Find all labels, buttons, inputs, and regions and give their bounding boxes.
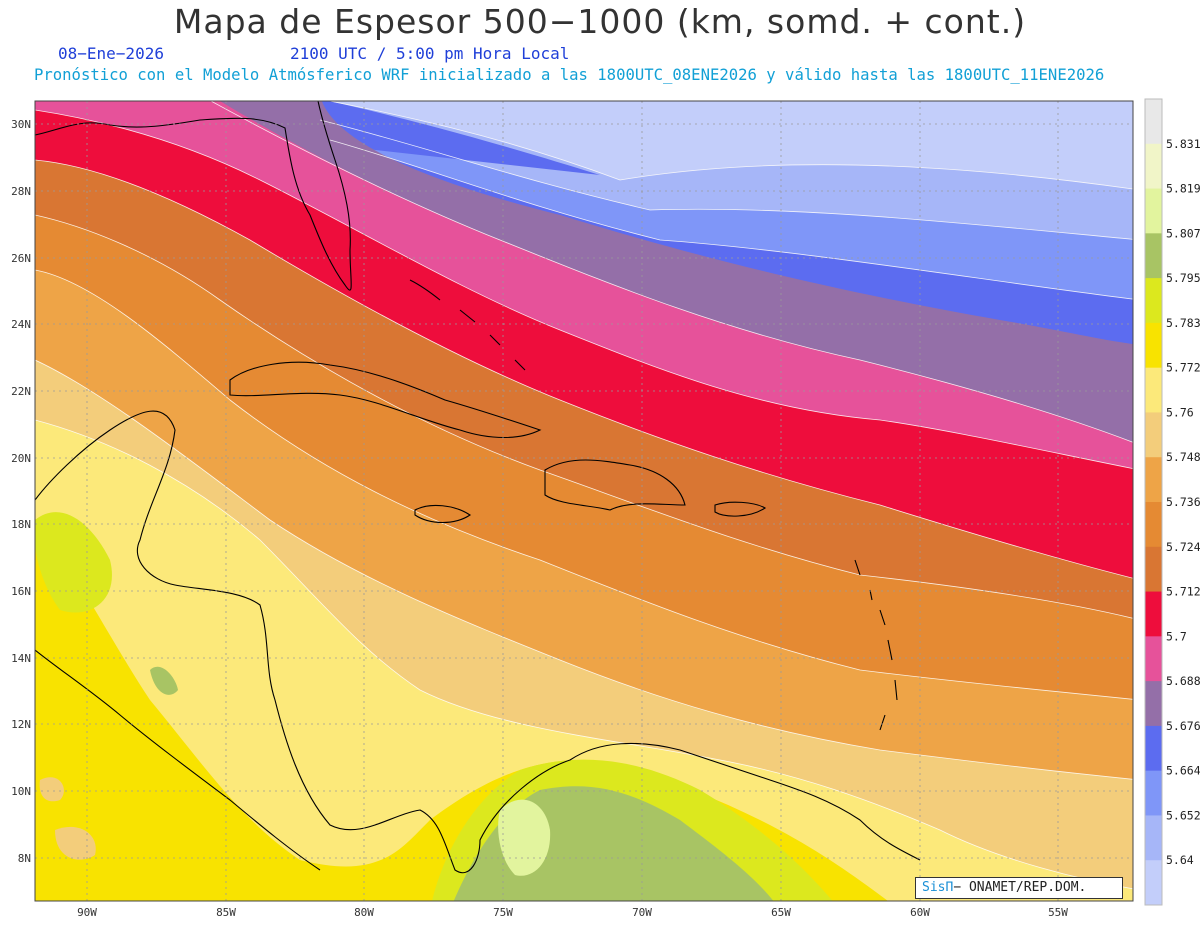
- band-5783-west: [35, 512, 112, 613]
- forecast-time: 2100 UTC / 5:00 pm Hora Local: [290, 44, 570, 63]
- chart-title: Mapa de Espesor 500−1000 (km, somd. + co…: [173, 2, 1027, 41]
- colorbar-label: 5.736: [1166, 495, 1200, 509]
- blob-5748: [39, 777, 64, 802]
- band-5712: [35, 160, 1133, 619]
- colorbar-label: 5.807: [1166, 226, 1200, 240]
- colorbar-swatch: [1145, 367, 1162, 413]
- lat-tick-16n: 16N: [11, 585, 31, 598]
- colorbar-label: 5.7: [1166, 629, 1187, 643]
- colorbar-swatch: [1145, 725, 1162, 772]
- band-top-blue: [268, 101, 600, 175]
- band-5807: [498, 799, 551, 876]
- lat-tick-12n: 12N: [11, 718, 31, 731]
- band-5640: [329, 101, 1133, 190]
- credit-brand: SisΠ: [922, 880, 954, 895]
- lat-tick-labels: 30N 28N 26N 24N 22N 20N 18N 16N 14N 12N …: [11, 118, 31, 865]
- lat-tick-28n: 28N: [11, 185, 31, 198]
- colorbar-swatch: [1145, 815, 1162, 861]
- graticule: [35, 101, 1133, 901]
- colorbar-swatch: [1145, 502, 1162, 548]
- colorbar-label: 5.76: [1166, 405, 1194, 419]
- plot-frame: [34, 100, 1134, 902]
- lat-tick-18n: 18N: [11, 518, 31, 531]
- colorbar-swatch: [1145, 636, 1162, 682]
- lon-tick-85w: 85W: [216, 906, 236, 919]
- colorbar-swatch: [1145, 188, 1162, 234]
- colorbar-swatch: [1145, 412, 1162, 458]
- colorbar-label: 5.819: [1166, 182, 1200, 196]
- lon-tick-55w: 55W: [1048, 906, 1068, 919]
- colorbar-label: 5.676: [1166, 719, 1200, 733]
- lat-tick-26n: 26N: [11, 252, 31, 265]
- colorbar-frame: [1144, 98, 1163, 906]
- credit-box: SisΠ− ONAMET/REP.DOM.: [915, 877, 1123, 899]
- band-5688: [35, 101, 1133, 469]
- colorbar-label: 5.795: [1166, 271, 1200, 285]
- colorbar-label: 5.772: [1166, 361, 1200, 375]
- colorbar-swatch: [1145, 322, 1162, 369]
- colorbar-swatch: [1145, 591, 1162, 637]
- coastlines: [35, 101, 921, 873]
- colorbar-swatch: [1145, 770, 1162, 816]
- lon-tick-90w: 90W: [77, 906, 97, 919]
- colorbar-label: 5.652: [1166, 808, 1200, 822]
- lat-tick-22n: 22N: [11, 385, 31, 398]
- colorbar-label: 5.724: [1166, 540, 1200, 554]
- shaded-field: [35, 101, 1133, 901]
- lat-tick-14n: 14N: [11, 652, 31, 665]
- colorbar-swatch: [1145, 278, 1162, 324]
- forecast-date: 08−Ene−2026: [58, 44, 164, 63]
- colorbar-label: 5.783: [1166, 316, 1200, 330]
- lon-tick-80w: 80W: [354, 906, 374, 919]
- credit-text: − ONAMET/REP.DOM.: [953, 880, 1087, 895]
- lon-tick-75w: 75W: [493, 906, 513, 919]
- colorbar-label: 5.64: [1166, 853, 1194, 867]
- lon-tick-70w: 70W: [632, 906, 652, 919]
- band-5700: [35, 110, 1133, 579]
- colorbar-swatch: [1145, 457, 1162, 503]
- colorbar-swatch: [1145, 860, 1162, 906]
- colorbar-label: 5.664: [1166, 764, 1200, 778]
- colorbar-label: 5.688: [1166, 674, 1200, 688]
- lat-tick-30n: 30N: [11, 118, 31, 131]
- colorbar-label: 5.748: [1166, 450, 1200, 464]
- colorbar: 5.831 5.819 5.807 5.795 5.783 5.772 5.76 5.748 5…: [1144, 98, 1200, 906]
- lat-tick-20n: 20N: [11, 452, 31, 465]
- forecast-description: Pronóstico con el Modelo Atmósferico WRF…: [34, 66, 1105, 84]
- band-5760: [35, 420, 1133, 901]
- band-5736: [35, 270, 1133, 780]
- colorbar-swatch: [1145, 99, 1162, 145]
- colorbar-swatch: [1145, 546, 1162, 593]
- band-5664b: [330, 140, 1133, 345]
- band-5676: [210, 101, 1133, 443]
- lat-tick-10n: 10N: [11, 785, 31, 798]
- band-5652: [304, 101, 1133, 240]
- band-5795-nic: [150, 666, 178, 695]
- lon-tick-labels: 90W 85W 80W 75W 70W 65W 60W 55W: [77, 906, 1068, 919]
- colorbar-swatch: [1145, 143, 1162, 190]
- colorbar-swatch: [1145, 233, 1162, 279]
- lat-tick-8n: 8N: [18, 852, 31, 865]
- contour-lines: [35, 101, 1133, 890]
- band-5724: [35, 215, 1133, 700]
- blob-5748b: [55, 826, 96, 860]
- lat-tick-24n: 24N: [11, 318, 31, 331]
- colorbar-label: 5.712: [1166, 585, 1200, 599]
- lon-tick-65w: 65W: [771, 906, 791, 919]
- lon-tick-60w: 60W: [910, 906, 930, 919]
- colorbar-swatch: [1145, 681, 1162, 727]
- colorbar-label: 5.831: [1166, 137, 1200, 151]
